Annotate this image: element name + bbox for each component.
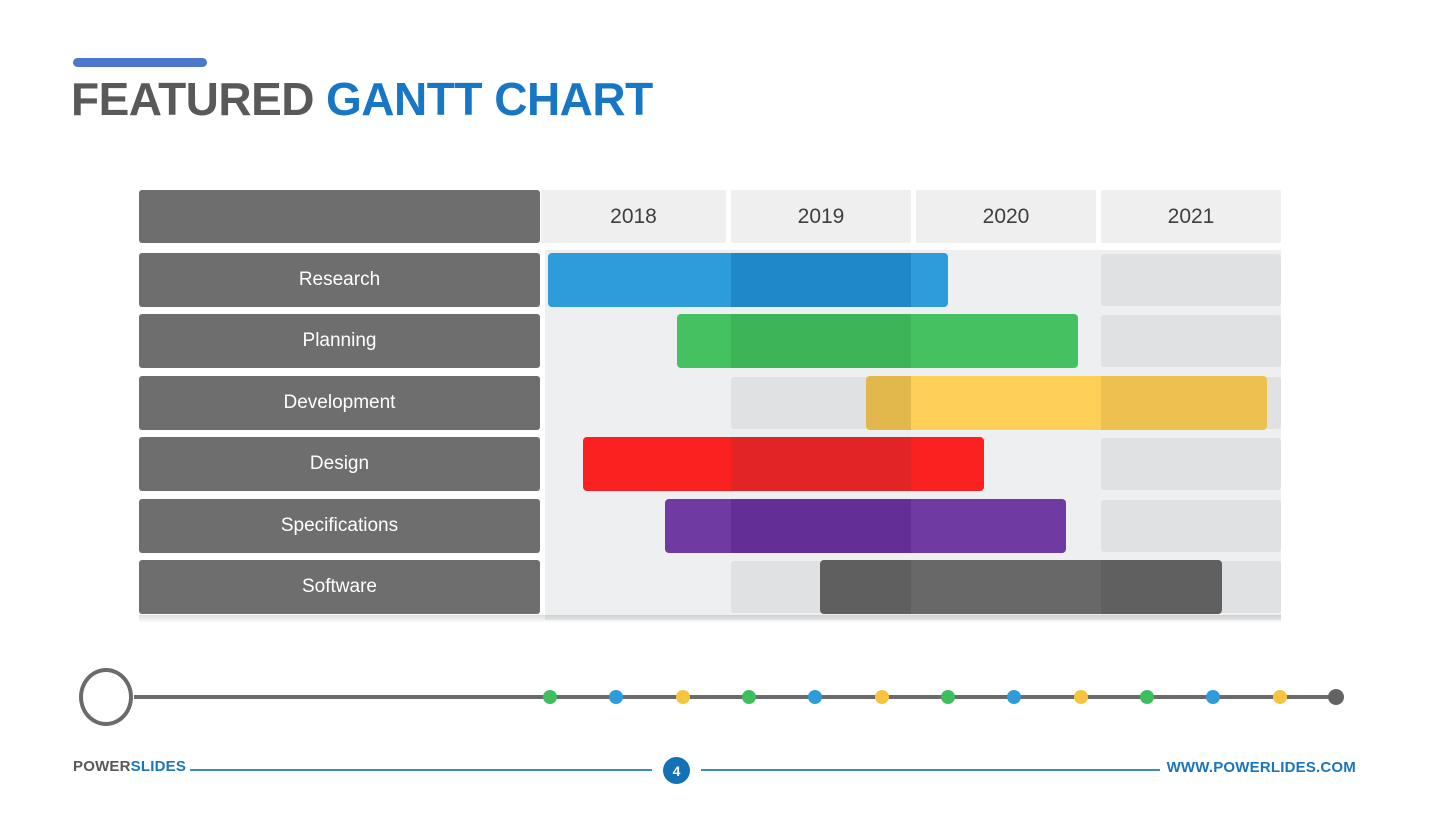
timeline-dot — [742, 690, 756, 704]
gantt-bar-segment — [1101, 376, 1267, 430]
year-header-cell: 2018 — [541, 190, 726, 243]
gantt-bar-segment — [731, 499, 911, 553]
gantt-bar-segment — [731, 437, 911, 491]
brand-logo-primary: POWER — [73, 758, 131, 775]
gantt-bar-segment — [731, 253, 911, 307]
timeline-dot — [875, 690, 889, 704]
timeline-end-dot — [1328, 689, 1344, 705]
gantt-underlay-block — [1101, 254, 1281, 306]
gantt-bar — [820, 560, 1222, 614]
footer-website-link[interactable]: WWW.POWERLIDES.COM — [1166, 759, 1356, 776]
page-title: FEATURED GANTT CHART — [71, 74, 653, 125]
gantt-bar-segment — [665, 499, 731, 553]
gantt-underlay-block — [1101, 438, 1281, 490]
timeline-dot — [676, 690, 690, 704]
timeline-line — [134, 695, 1339, 699]
gantt-header-label-cell — [139, 190, 540, 243]
page-title-primary: FEATURED — [71, 73, 315, 125]
year-header-cell: 2019 — [731, 190, 911, 243]
timeline-dot — [808, 690, 822, 704]
brand-logo-accent: SLIDES — [130, 758, 187, 775]
gantt-bar-segment — [911, 314, 1078, 368]
title-accent-bar — [73, 58, 207, 67]
gantt-bar-segment — [911, 560, 1101, 614]
gantt-bar-segment — [866, 376, 911, 430]
brand-logo: POWERSLIDES — [73, 758, 186, 775]
gantt-underlay-block — [1101, 315, 1281, 367]
gantt-bar — [677, 314, 1078, 368]
gantt-row-label: Specifications — [139, 499, 540, 553]
gantt-bar — [866, 376, 1267, 430]
gantt-bar-segment — [583, 437, 731, 491]
timeline-dot — [1140, 690, 1154, 704]
timeline-dot — [1007, 690, 1021, 704]
footer-divider-right — [701, 769, 1160, 771]
page-number-badge: 4 — [663, 757, 690, 784]
timeline-dot — [1273, 690, 1287, 704]
gantt-bar — [665, 499, 1066, 553]
timeline-dot — [1206, 690, 1220, 704]
year-header-cell: 2021 — [1101, 190, 1281, 243]
gantt-bar-segment — [731, 314, 911, 368]
gantt-row-label: Design — [139, 437, 540, 491]
gantt-bar-segment — [677, 314, 731, 368]
timeline-dot — [1074, 690, 1088, 704]
gantt-grid-panel — [545, 250, 1281, 620]
gantt-bar — [548, 253, 948, 307]
gantt-bar-segment — [911, 437, 984, 491]
timeline-dot — [941, 690, 955, 704]
gantt-bar-segment — [911, 253, 948, 307]
timeline-dot — [609, 690, 623, 704]
gantt-bar-segment — [820, 560, 911, 614]
gantt-row-label: Software — [139, 560, 540, 614]
year-header-cell: 2020 — [916, 190, 1096, 243]
gantt-table-shadow — [139, 615, 1281, 623]
gantt-bar — [583, 437, 984, 491]
gantt-bar-segment — [911, 499, 1066, 553]
gantt-bar-segment — [548, 253, 731, 307]
page-title-accent: GANTT CHART — [326, 73, 653, 125]
gantt-row-label: Development — [139, 376, 540, 430]
gantt-row-label: Planning — [139, 314, 540, 368]
timeline-start-circle — [79, 668, 133, 726]
gantt-bar-segment — [911, 376, 1101, 430]
gantt-row-label: Research — [139, 253, 540, 307]
gantt-underlay-block — [1101, 500, 1281, 552]
gantt-bar-segment — [1101, 560, 1222, 614]
footer-divider-left — [190, 769, 652, 771]
timeline-dot — [543, 690, 557, 704]
